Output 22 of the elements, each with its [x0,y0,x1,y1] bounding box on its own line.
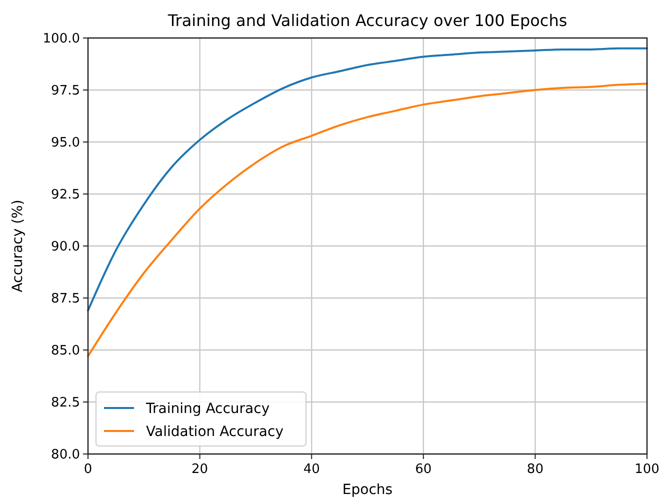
x-tick-label: 20 [192,462,208,477]
y-axis-title: Accuracy (%) [10,200,26,292]
legend-label: Validation Accuracy [146,424,284,440]
x-tick-label: 0 [84,462,92,477]
y-tick-label: 95.0 [51,136,80,151]
x-tick-label: 100 [634,462,660,477]
chart-title: Training and Validation Accuracy over 100 Epochs [166,11,568,30]
y-tick-label: 87.5 [51,292,80,307]
y-tick-label: 85.0 [51,344,80,359]
x-tick-label: 60 [415,462,432,477]
y-tick-label: 80.0 [51,448,80,463]
y-tick-label: 82.5 [51,396,80,411]
x-tick-label: 80 [526,462,544,477]
line-series [87,47,648,312]
legend-label: Training Accuracy [145,400,270,417]
x-axis-title: Epochs [342,482,393,498]
y-tick-label: 100.0 [42,32,80,47]
y-tick-label: 97.5 [51,84,80,99]
y-tick-label: 90.0 [51,240,80,255]
y-tick-label: 92.5 [51,188,80,203]
x-tick-label: 40 [303,462,320,477]
line-series [87,82,648,358]
